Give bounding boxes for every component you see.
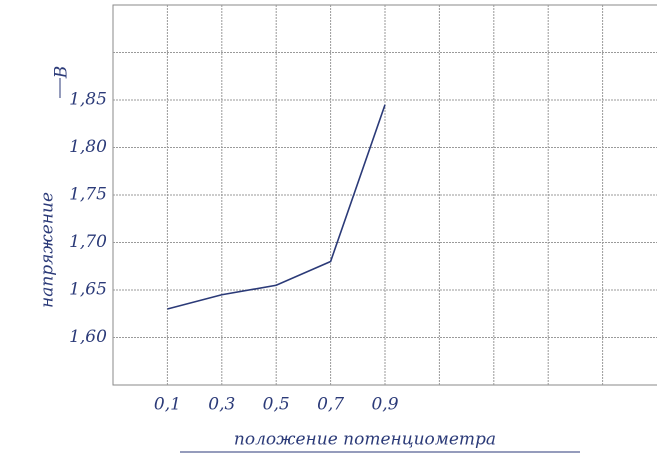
y-axis-unit: B [52, 66, 72, 80]
y-tick-label: 1,80 [69, 137, 107, 157]
x-tick-label: 0,7 [317, 395, 344, 415]
x-axis-label: положение потенциометра [234, 430, 496, 450]
chart: напряжение B положение потенциометра 1,6… [0, 0, 657, 465]
y-tick-label: 1,75 [69, 185, 107, 205]
y-tick-label: 1,60 [69, 327, 107, 347]
x-tick-label: 0,5 [263, 395, 290, 415]
y-tick-label: 1,85 [69, 90, 107, 110]
x-tick-label: 0,9 [371, 395, 398, 415]
x-tick-label: 0,3 [208, 395, 235, 415]
y-tick-label: 1,70 [69, 232, 107, 252]
y-axis-label: напряжение [38, 192, 58, 308]
x-tick-label: 0,1 [154, 395, 181, 415]
y-tick-label: 1,65 [69, 280, 107, 300]
